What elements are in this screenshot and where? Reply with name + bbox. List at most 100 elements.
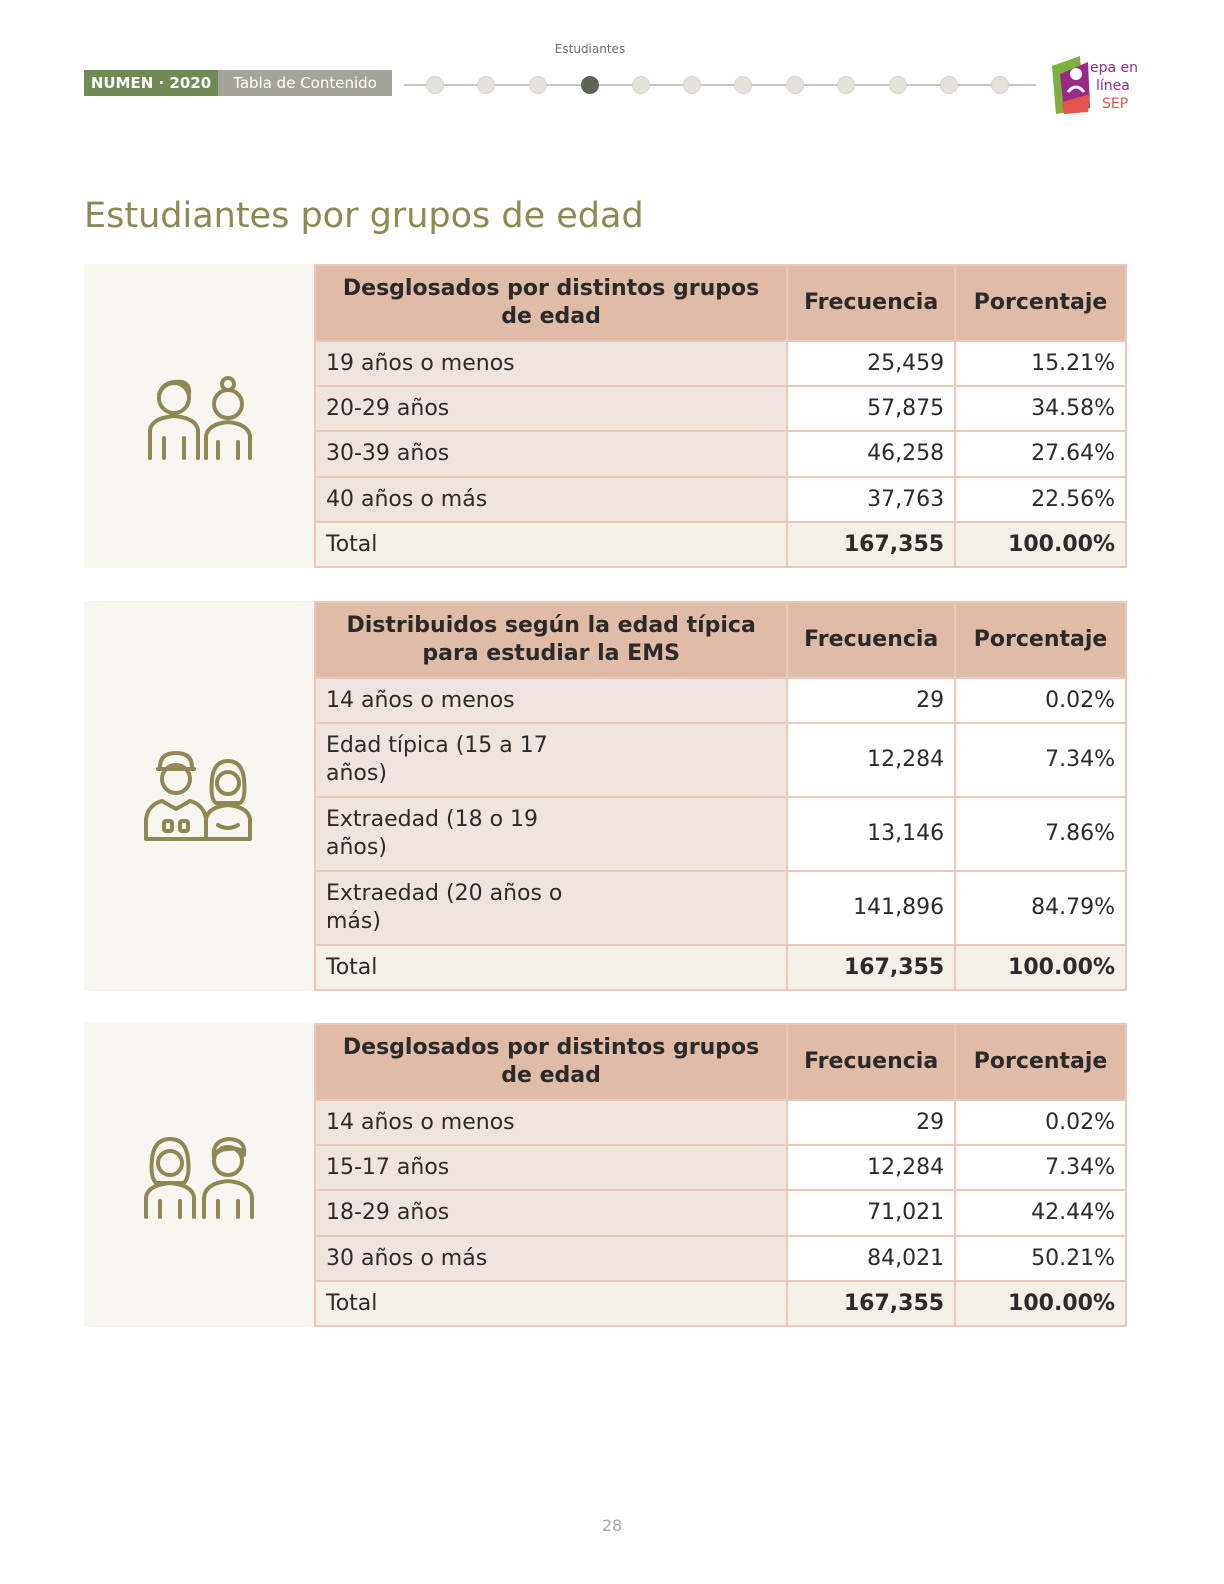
row-percentage: 34.58% [954,385,1127,432]
row-label: 15-17 años [313,1144,789,1191]
row-label: Extraedad (20 años o más) [313,870,789,946]
column-header-percentage: Porcentaje [954,264,1127,342]
table-row: Extraedad (18 o 19 años) 13,146 7.86% [313,796,1127,872]
row-label: 30 años o más [313,1235,789,1282]
total-percentage: 100.00% [954,1280,1127,1327]
row-label: 20-29 años [313,385,789,432]
row-percentage: 27.64% [954,430,1127,478]
row-frequency: 29 [786,677,957,724]
table-row: 20-29 años 57,875 34.58% [313,385,1127,432]
column-header-frequency: Frecuencia [786,264,957,342]
table-row: 14 años o menos 29 0.02% [313,1099,1127,1146]
progress-line [404,84,1036,86]
row-label: Extraedad (18 o 19 años) [313,796,789,872]
age-groups-block-2: Desglosados por distintos grupos de edad… [84,1023,1128,1327]
column-header-percentage: Porcentaje [954,1023,1127,1101]
row-percentage: 22.56% [954,476,1127,523]
total-frequency: 167,355 [786,521,957,568]
total-row: Total 167,355 100.00% [313,1280,1127,1327]
progress-dot-5[interactable] [632,76,650,94]
typical-age-block: Distribuidos según la edad típica para e… [84,601,1128,991]
progress-dot-4-active[interactable] [581,76,599,94]
row-label: Edad típica (15 a 17 años) [313,722,789,798]
icon-panel [84,264,316,568]
row-percentage: 7.34% [954,722,1127,798]
row-label: 14 años o menos [313,677,789,724]
progress-dot-1[interactable] [426,76,444,94]
row-frequency: 46,258 [786,430,957,478]
row-percentage: 0.02% [954,677,1127,724]
svg-text:epa en: epa en [1090,60,1138,76]
row-frequency: 141,896 [786,870,957,946]
age-groups-block-1: Desglosados por distintos grupos de edad… [84,264,1128,568]
row-frequency: 29 [786,1099,957,1146]
column-header-category: Desglosados por distintos grupos de edad [313,1023,789,1101]
progress-dot-10[interactable] [889,76,907,94]
typical-age-table: Distribuidos según la edad típica para e… [313,601,1127,991]
age-groups-table: Desglosados por distintos grupos de edad… [313,264,1127,568]
row-percentage: 15.21% [954,340,1127,387]
row-percentage: 7.34% [954,1144,1127,1191]
table-row: Extraedad (20 años o más) 141,896 84.79% [313,870,1127,946]
row-frequency: 12,284 [786,722,957,798]
total-label: Total [313,521,789,568]
icon-panel [84,601,316,991]
table-row: 30-39 años 46,258 27.64% [313,430,1127,478]
prepa-en-linea-sep-logo: epa en línea SEP [1052,56,1138,114]
age-groups-table-2: Desglosados por distintos grupos de edad… [313,1023,1127,1327]
column-header-frequency: Frecuencia [786,601,957,679]
row-label: 30-39 años [313,430,789,478]
page-number: 28 [601,1516,623,1535]
two-students-icon [144,751,252,841]
total-percentage: 100.00% [954,521,1127,568]
total-label: Total [313,944,789,991]
progress-dot-11[interactable] [940,76,958,94]
svg-text:SEP: SEP [1102,96,1128,112]
row-label: 40 años o más [313,476,789,523]
column-header-category: Desglosados por distintos grupos de edad [313,264,789,342]
total-frequency: 167,355 [786,944,957,991]
row-label: 18-29 años [313,1189,789,1237]
table-row: 19 años o menos 25,459 15.21% [313,340,1127,387]
row-percentage: 0.02% [954,1099,1127,1146]
table-row: 15-17 años 12,284 7.34% [313,1144,1127,1191]
progress-dot-6[interactable] [683,76,701,94]
table-row: 14 años o menos 29 0.02% [313,677,1127,724]
progress-dot-12[interactable] [991,76,1009,94]
total-label: Total [313,1280,789,1327]
progress-dot-9[interactable] [837,76,855,94]
svg-text:línea: línea [1096,78,1130,94]
table-row: 18-29 años 71,021 42.44% [313,1189,1127,1237]
two-young-people-icon [148,376,252,460]
row-frequency: 13,146 [786,796,957,872]
row-frequency: 37,763 [786,476,957,523]
row-percentage: 7.86% [954,796,1127,872]
table-row: 40 años o más 37,763 22.56% [313,476,1127,523]
progress-dot-2[interactable] [477,76,495,94]
column-header-frequency: Frecuencia [786,1023,957,1101]
section-label: Estudiantes [554,42,626,56]
total-frequency: 167,355 [786,1280,957,1327]
section-progress-nav [404,76,1036,94]
page-title: Estudiantes por grupos de edad [84,196,644,236]
row-label: 14 años o menos [313,1099,789,1146]
column-header-percentage: Porcentaje [954,601,1127,679]
row-frequency: 12,284 [786,1144,957,1191]
table-of-contents-link[interactable]: Tabla de Contenido [218,70,392,96]
total-row: Total 167,355 100.00% [313,944,1127,991]
progress-dot-8[interactable] [786,76,804,94]
woman-and-man-icon [144,1137,254,1219]
row-frequency: 25,459 [786,340,957,387]
total-percentage: 100.00% [954,944,1127,991]
column-header-category: Distribuidos según la edad típica para e… [313,601,789,679]
progress-dot-3[interactable] [529,76,547,94]
table-row: 30 años o más 84,021 50.21% [313,1235,1127,1282]
row-label: 19 años o menos [313,340,789,387]
row-percentage: 50.21% [954,1235,1127,1282]
numen-badge[interactable]: NUMEN · 2020 [84,70,218,96]
total-row: Total 167,355 100.00% [313,521,1127,568]
row-frequency: 84,021 [786,1235,957,1282]
progress-dot-7[interactable] [734,76,752,94]
table-row: Edad típica (15 a 17 años) 12,284 7.34% [313,722,1127,798]
row-frequency: 71,021 [786,1189,957,1237]
